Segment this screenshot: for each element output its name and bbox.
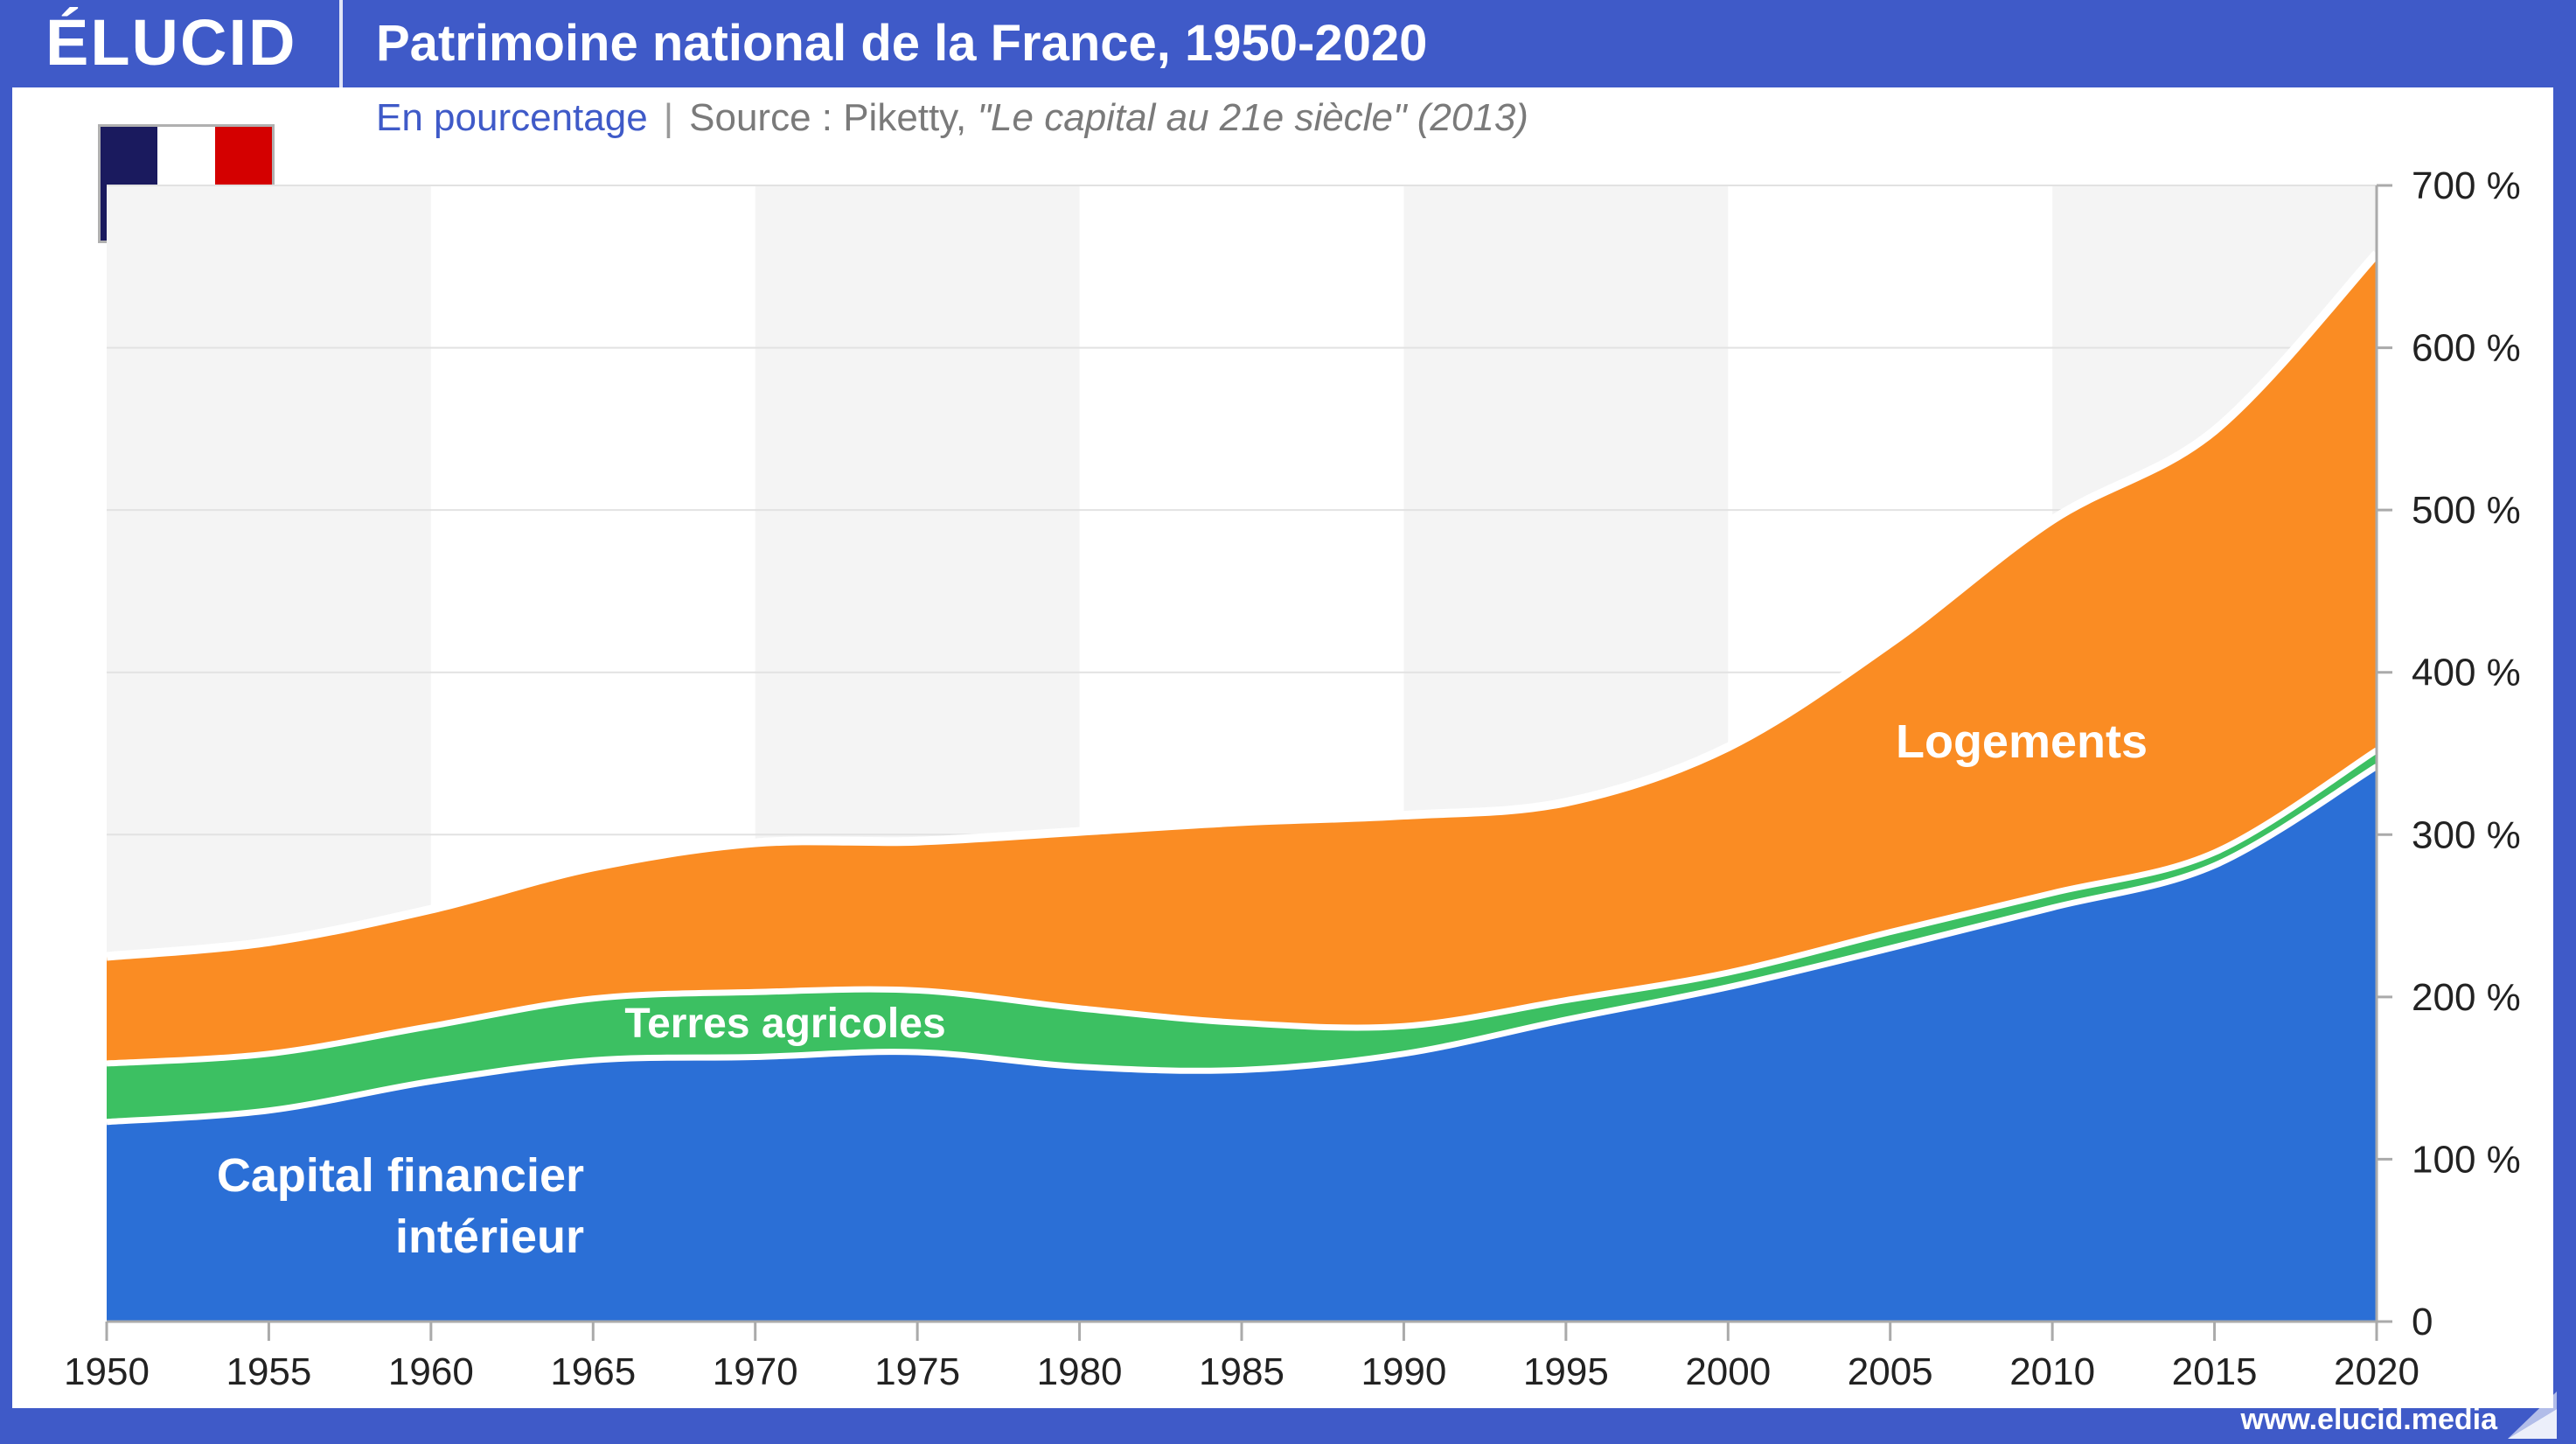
- y-tick-label: 500 %: [2412, 489, 2521, 532]
- label-logements: Logements: [1896, 715, 2148, 768]
- axes: 1950 1955 1960 1965 1970 1975 1980 1985 1990 1995…: [64, 164, 2521, 1393]
- x-tick-label: 2005: [1848, 1350, 1933, 1393]
- series-labels: Capital financier intérieur Terres agricol…: [217, 715, 2148, 1263]
- label-capital-financier: Capital financier: [217, 1149, 584, 1202]
- y-tick-label: 0: [2412, 1301, 2433, 1343]
- elucid-logo: ÉLUCID: [45, 6, 297, 79]
- y-tick-label: 700 %: [2412, 164, 2521, 207]
- area-logements: [107, 253, 2377, 1064]
- header-bar: ÉLUCID Patrimoine national de la France,…: [0, 0, 2576, 87]
- header-divider: [339, 0, 343, 87]
- y-tick-label: 600 %: [2412, 327, 2521, 370]
- y-tick-label: 300 %: [2412, 813, 2521, 856]
- chart-title: Patrimoine national de la France, 1950-2…: [376, 15, 1428, 72]
- label-capital-financier-line2: intérieur: [395, 1210, 584, 1263]
- series-boundary-line: [106, 747, 2378, 1067]
- x-tick-label: 1980: [1037, 1350, 1123, 1393]
- y-tick-label: 200 %: [2412, 976, 2521, 1019]
- x-tick-label: 2010: [2009, 1350, 2095, 1393]
- x-tick-label: 2000: [1685, 1350, 1771, 1393]
- x-tick-label: 2020: [2334, 1350, 2419, 1393]
- chart-subtitle: En pourcentage | Source : Piketty, "Le cap…: [376, 96, 1528, 140]
- y-tick-label: 100 %: [2412, 1138, 2521, 1181]
- x-tick-label: 1950: [64, 1350, 150, 1393]
- x-tick-label: 1955: [226, 1350, 311, 1393]
- series-boundary-line: [106, 250, 2380, 961]
- x-tick-label: 1990: [1361, 1350, 1446, 1393]
- source-prefix: Source : Piketty,: [689, 96, 978, 139]
- area-terres-agricoles: [107, 750, 2377, 1122]
- subtitle-separator: |: [663, 96, 674, 139]
- x-tick-label: 1985: [1199, 1350, 1285, 1393]
- area-series: [106, 250, 2380, 1322]
- y-tick-label: 400 %: [2412, 652, 2521, 694]
- x-tick-label: 2015: [2172, 1350, 2258, 1393]
- x-tick-label: 1970: [713, 1350, 798, 1393]
- unit-label: En pourcentage: [376, 96, 648, 139]
- series-boundary-line: [106, 764, 2378, 1126]
- source-book: "Le capital au 21e siècle" (2013): [977, 96, 1528, 139]
- footer-url[interactable]: www.elucid.media: [2240, 1403, 2497, 1436]
- elucid-mark-icon: [2508, 1392, 2557, 1439]
- x-tick-label: 1995: [1523, 1350, 1609, 1393]
- x-tick-label: 1960: [388, 1350, 474, 1393]
- x-tick-label: 1965: [550, 1350, 636, 1393]
- x-tick-label: 1975: [874, 1350, 960, 1393]
- label-terres-agricoles: Terres agricoles: [624, 1001, 945, 1047]
- area-capital-financier-int-rieur: [107, 766, 2377, 1322]
